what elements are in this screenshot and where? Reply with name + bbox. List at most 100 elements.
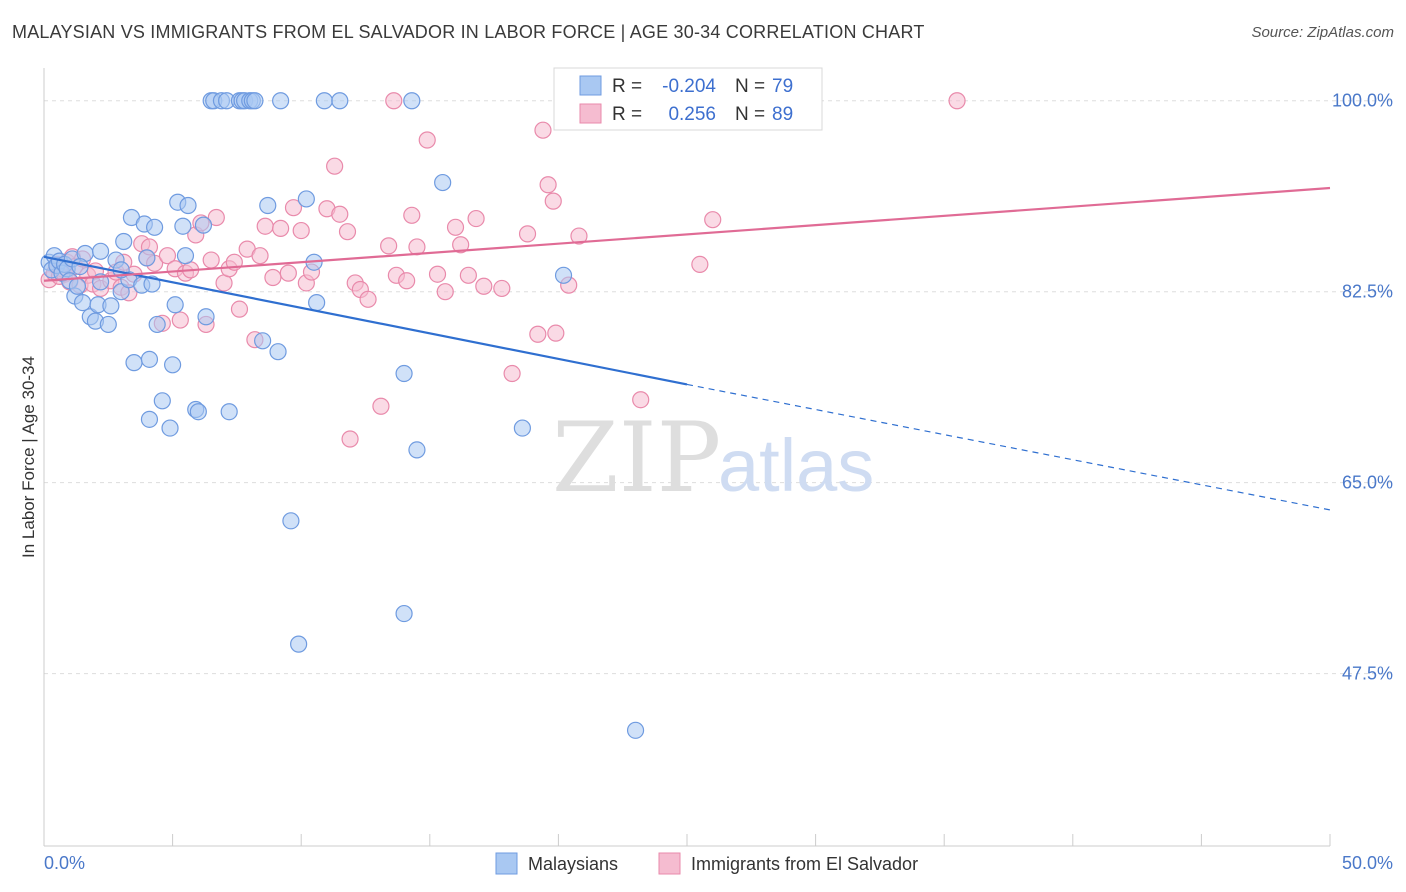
point-malaysians [174,217,192,235]
point-el-salvador [529,325,547,343]
point-malaysians [297,190,315,208]
point-malaysians [161,419,179,437]
point-el-salvador [403,206,421,224]
point-el-salvador [171,311,189,329]
point-el-salvador [292,221,310,240]
point-malaysians [290,635,308,653]
series-pink-points [40,92,966,448]
point-malaysians [164,356,182,374]
point-el-salvador [547,324,565,342]
y-tick-label: 65.0% [1342,473,1393,493]
legend-n-label-pink: N = [735,104,765,125]
point-malaysians [138,249,156,267]
stats-legend: R = -0.204 N = 79 R = 0.256 N = 89 [553,67,823,131]
watermark-atlas: atlas [718,424,874,507]
point-el-salvador [428,265,447,283]
trend-lines [43,186,1331,511]
point-malaysians [403,92,421,110]
point-el-salvador [256,217,274,235]
y-tick-label: 47.5% [1342,664,1393,684]
point-malaysians [71,257,89,276]
source-label: Source: ZipAtlas.com [1251,24,1394,41]
series-legend-swatch-el-salvador [658,852,681,875]
point-malaysians [125,354,143,372]
point-el-salvador [467,209,485,228]
watermark-zip: ZIP [552,402,721,514]
point-el-salvador [341,430,359,448]
point-malaysians [554,266,573,284]
series-legend-label-malaysians: Malaysians [528,854,618,874]
series-blue-points [40,92,645,739]
point-malaysians [254,332,272,350]
trend-line-malaysians [43,255,688,386]
point-malaysians [308,294,326,312]
point-malaysians [282,512,300,530]
point-el-salvador [230,300,249,318]
point-malaysians [194,216,213,234]
point-malaysians [148,315,166,334]
point-malaysians [246,92,264,110]
x-tick-label-min: 0.0% [44,853,85,873]
point-el-salvador [544,192,562,210]
point-el-salvador [475,277,493,295]
y-axis-label: In Labor Force | Age 30-34 [19,356,38,558]
point-el-salvador [418,131,436,149]
point-malaysians [331,92,349,110]
point-malaysians [179,196,197,215]
point-malaysians [176,247,195,265]
point-el-salvador [534,121,552,139]
legend-swatch-blue [579,75,602,96]
legend-n-value-pink: 89 [772,104,793,125]
point-malaysians [112,283,130,301]
point-malaysians [395,604,413,623]
point-el-salvador [385,92,403,110]
point-el-salvador [446,218,465,236]
watermark: ZIP atlas [552,402,874,514]
point-malaysians [140,410,159,428]
point-el-salvador [331,205,349,223]
chart-title: MALAYSIAN VS IMMIGRANTS FROM EL SALVADOR… [12,22,925,42]
point-malaysians [259,196,277,215]
point-malaysians [626,721,645,739]
point-el-salvador [632,391,650,409]
point-el-salvador [284,199,303,217]
point-el-salvador [264,268,282,287]
point-malaysians [153,392,171,410]
point-el-salvador [372,397,390,415]
x-ticks [43,834,1331,846]
point-el-salvador [436,283,454,301]
point-el-salvador [704,211,722,229]
point-el-salvador [279,264,297,282]
legend-r-value-pink: 0.256 [668,104,716,125]
point-el-salvador [380,237,398,255]
point-malaysians [395,364,413,383]
point-el-salvador [359,290,377,308]
point-el-salvador [459,266,477,284]
y-tick-labels: 47.5% 65.0% 82.5% 100.0% [1332,91,1393,684]
point-el-salvador [251,247,269,265]
point-malaysians [99,315,117,334]
point-malaysians [272,92,290,110]
point-el-salvador [948,92,966,110]
point-el-salvador [518,225,537,243]
point-el-salvador [158,247,177,265]
point-el-salvador [326,157,344,175]
point-el-salvador [338,223,357,241]
point-el-salvador [691,255,709,274]
legend-r-label-pink: R = [612,104,642,125]
legend-swatch-pink [579,103,602,124]
point-malaysians [68,277,87,295]
x-tick-label-max: 50.0% [1342,853,1393,873]
legend-r-label-blue: R = [612,76,642,97]
point-malaysians [115,232,133,251]
legend-n-label-blue: N = [735,76,765,97]
point-el-salvador [207,208,225,227]
point-malaysians [91,242,110,260]
series-legend-swatch-malaysians [495,852,518,875]
y-tick-label: 100.0% [1332,91,1393,111]
legend-n-value-blue: 79 [772,76,793,97]
y-tick-label: 82.5% [1342,282,1393,302]
point-malaysians [140,350,159,368]
point-malaysians [315,92,333,110]
